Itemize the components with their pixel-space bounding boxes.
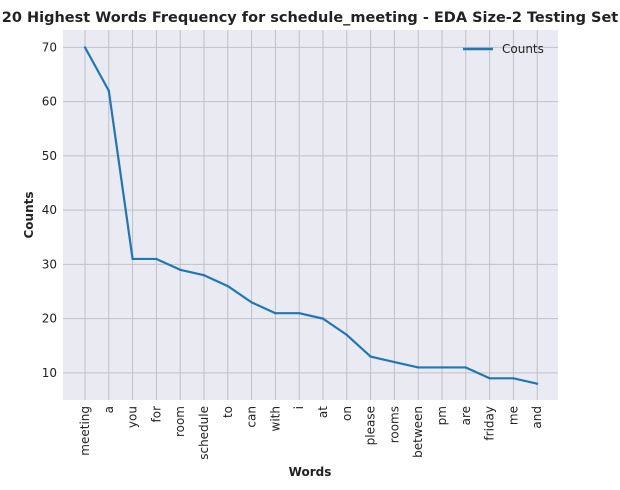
x-tick-label-i: i bbox=[292, 406, 306, 409]
chart-title: 20 Highest Words Frequency for schedule_… bbox=[2, 10, 619, 26]
data-point-please bbox=[369, 355, 372, 358]
x-tick-label-room: room bbox=[173, 406, 187, 437]
y-tick-label: 70 bbox=[42, 40, 57, 54]
grid-horizontal bbox=[63, 46, 558, 374]
data-point-pm bbox=[440, 366, 444, 369]
data-point-on bbox=[345, 333, 348, 336]
plot-area bbox=[63, 30, 558, 400]
series-line-counts bbox=[84, 46, 538, 385]
legend-label-counts: Counts bbox=[502, 42, 544, 56]
y-tick-label: 30 bbox=[42, 257, 57, 271]
data-point-schedule bbox=[202, 274, 206, 277]
data-point-you bbox=[131, 257, 134, 261]
data-point-friday bbox=[488, 377, 491, 380]
x-tick-label-a: a bbox=[102, 406, 116, 413]
data-point-at bbox=[321, 317, 325, 320]
data-point-meeting bbox=[83, 46, 87, 49]
legend: Counts bbox=[463, 42, 544, 56]
x-tick-label-you: you bbox=[126, 406, 140, 428]
series-points bbox=[83, 46, 539, 385]
x-tick-label-with: with bbox=[268, 406, 282, 431]
data-point-for bbox=[155, 257, 158, 261]
x-tick-label-can: can bbox=[245, 406, 259, 428]
y-tick-label: 10 bbox=[42, 366, 57, 380]
grid-vertical bbox=[84, 30, 538, 400]
x-tick-label-between: between bbox=[411, 406, 425, 458]
x-tick-label-at: at bbox=[316, 406, 330, 418]
data-point-me bbox=[512, 377, 515, 380]
data-point-between bbox=[417, 366, 420, 369]
data-point-i bbox=[298, 312, 301, 315]
data-point-and bbox=[536, 382, 539, 385]
data-point-can bbox=[250, 301, 253, 304]
x-tick-label-please: please bbox=[364, 406, 378, 445]
y-tick-label: 20 bbox=[42, 312, 57, 326]
y-axis-label: Counts bbox=[22, 191, 36, 238]
data-point-with bbox=[274, 312, 277, 315]
x-tick-label-and: and bbox=[530, 406, 544, 429]
x-tick-label-schedule: schedule bbox=[197, 406, 211, 460]
x-axis-label: Words bbox=[289, 465, 332, 479]
data-point-are bbox=[464, 366, 467, 369]
y-tick-label: 50 bbox=[42, 149, 57, 163]
x-tick-label-on: on bbox=[340, 406, 354, 421]
x-tick-label-meeting: meeting bbox=[78, 406, 92, 456]
data-point-a bbox=[107, 89, 110, 92]
x-tick-label-pm: pm bbox=[435, 406, 449, 425]
data-point-rooms bbox=[393, 360, 396, 364]
x-tick-label-rooms: rooms bbox=[387, 406, 401, 443]
data-point-to bbox=[226, 284, 229, 288]
data-point-room bbox=[179, 268, 182, 271]
x-axis-ticks: meeting a you for room schedule to can with i at on… bbox=[78, 406, 544, 460]
x-tick-label-friday: friday bbox=[483, 406, 497, 441]
x-tick-label-for: for bbox=[149, 406, 163, 423]
x-tick-label-me: me bbox=[506, 406, 520, 425]
y-tick-label: 40 bbox=[42, 203, 57, 217]
x-tick-label-to: to bbox=[221, 406, 235, 418]
y-axis-ticks: 10 20 30 40 50 60 70 bbox=[42, 40, 57, 380]
x-tick-label-are: are bbox=[459, 406, 473, 425]
y-tick-label: 60 bbox=[42, 95, 57, 109]
